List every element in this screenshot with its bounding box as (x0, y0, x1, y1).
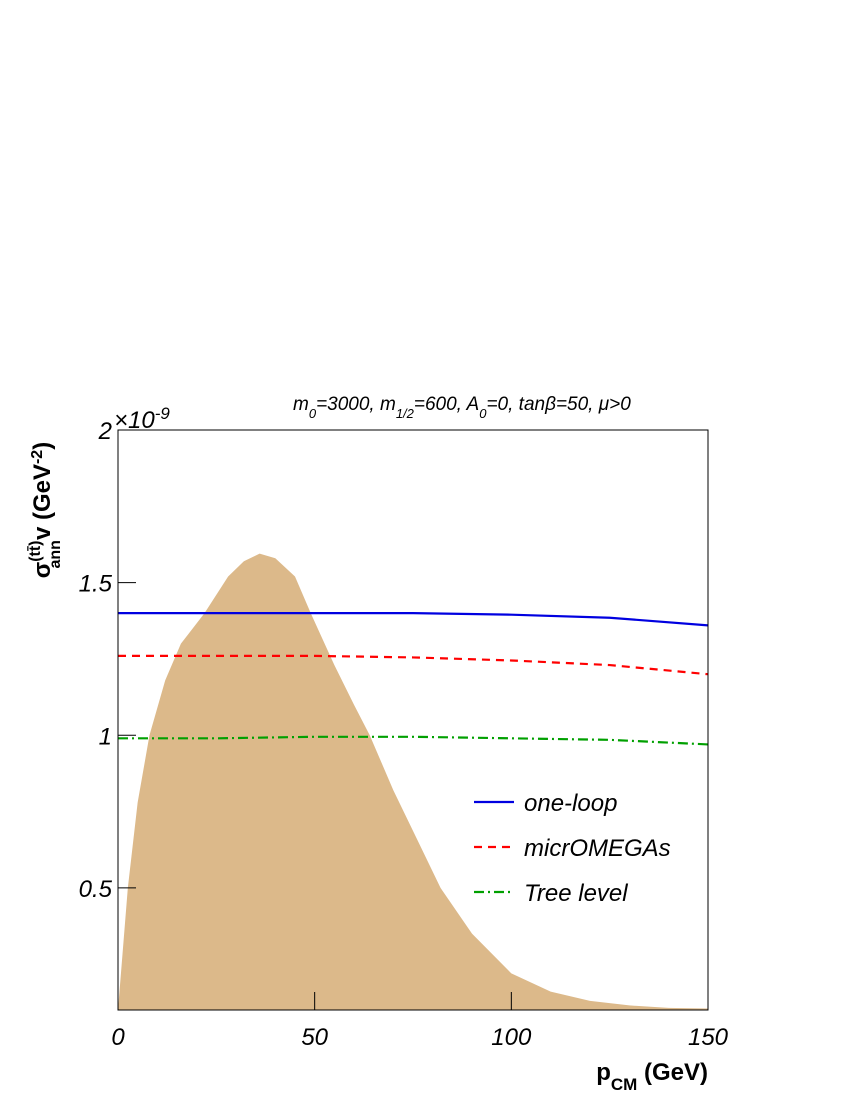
annotation-part: =0, tanβ=50, μ>0 (486, 394, 631, 415)
x-tick-label: 150 (688, 1024, 729, 1051)
legend-label: Tree level (524, 880, 628, 907)
annotation-part: =600, A (414, 394, 479, 415)
y-tick-label: 1 (99, 723, 112, 750)
x-title-part: CM (611, 1075, 637, 1094)
line (118, 735, 709, 746)
y-title-part: ann (47, 540, 64, 568)
y-title-part: -2 (29, 450, 46, 464)
x-tick-label: 50 (301, 1024, 328, 1051)
x-tick-label: 100 (491, 1024, 532, 1051)
x-title-part: (GeV) (637, 1059, 708, 1086)
plot-frame (117, 429, 709, 1011)
line (118, 612, 709, 627)
annotation-part: =3000, m (316, 394, 396, 415)
x-title-part: p (596, 1059, 611, 1086)
y-tick-label: 0.5 (79, 876, 113, 903)
legend-label: one-loop (524, 790, 617, 817)
annotation-part: 0 (479, 406, 487, 421)
multiplier: ×10-9 (114, 404, 170, 435)
annotation-part: 0 (309, 406, 317, 421)
legend-label: micrOMEGAs (524, 835, 671, 862)
y-title-part: v (GeV (29, 464, 56, 540)
multiplier-exp: -9 (155, 404, 171, 423)
y-title-part: ) (29, 442, 56, 450)
x-axis-title: pCM (GeV) (596, 1059, 708, 1094)
y-tick-label: 1.5 (79, 571, 113, 598)
annotation-part: 1/2 (396, 406, 415, 421)
y-title-part: (tt̄) (26, 540, 44, 561)
line (118, 654, 709, 676)
area (118, 553, 708, 1010)
annotation: m0=3000, m1/2=600, A0=0, tanβ=50, μ>0 (293, 394, 631, 421)
y-axis-title: σ(tt̄) annv (GeV-2) (26, 442, 64, 578)
annotation-part: m (293, 394, 309, 415)
x-tick-label: 0 (111, 1024, 125, 1051)
y-title-part: σ (29, 562, 56, 578)
y-tick-label: 2 (98, 418, 112, 445)
